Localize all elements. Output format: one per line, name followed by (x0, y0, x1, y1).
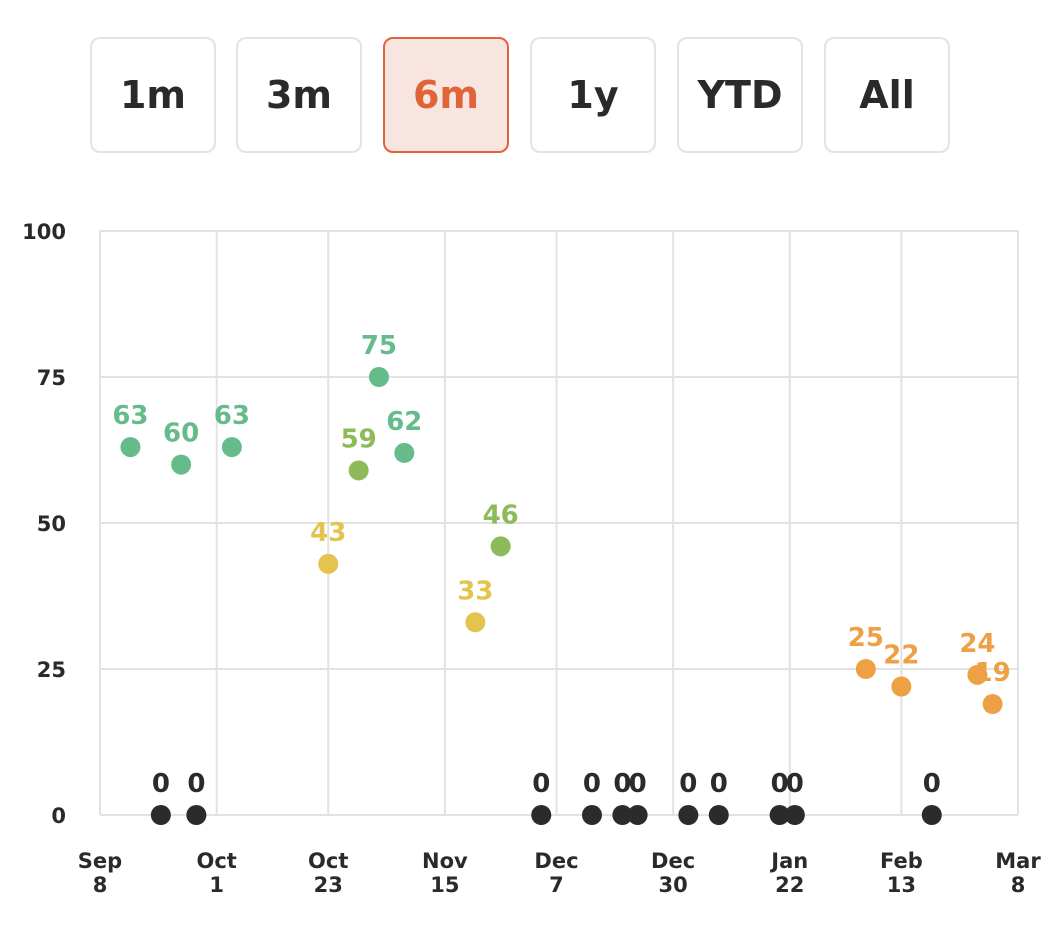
data-label: 0 (923, 769, 941, 799)
data-label: 0 (710, 769, 728, 799)
range-3m-button[interactable]: 3m (236, 37, 362, 153)
range-1m-button[interactable]: 1m (90, 37, 216, 153)
data-point[interactable] (784, 805, 805, 825)
y-tick-label: 0 (51, 804, 66, 828)
range-ytd-button[interactable]: YTD (677, 37, 803, 153)
data-label: 63 (214, 401, 250, 431)
x-tick-label: Mar 8 (995, 849, 1041, 897)
data-label: 0 (771, 769, 789, 799)
data-point[interactable] (612, 805, 633, 825)
data-label: 0 (629, 769, 647, 799)
data-label: 25 (848, 623, 884, 653)
data-point[interactable] (490, 536, 511, 557)
data-label: 75 (361, 331, 397, 361)
data-point[interactable] (368, 367, 389, 387)
data-point[interactable] (891, 676, 912, 697)
data-label: 0 (152, 769, 170, 799)
data-point[interactable] (627, 805, 648, 825)
data-point[interactable] (171, 454, 192, 475)
x-axis: Sep 8 Oct 1 Oct 23 Nov 15 Dec 7 Dec 30 Jan 22 Feb 13 Mar… (78, 849, 1042, 897)
x-tick-label: Jan 22 (769, 849, 808, 897)
x-tick-label: Oct 1 (196, 849, 236, 897)
data-point[interactable] (394, 442, 415, 463)
data-label: 0 (532, 769, 550, 799)
data-point[interactable] (982, 694, 1003, 715)
data-label: 63 (112, 401, 148, 431)
y-tick-label: 75 (37, 366, 66, 390)
range-1y-button[interactable]: 1y (530, 37, 656, 153)
data-point[interactable] (186, 805, 207, 825)
data-point[interactable] (581, 805, 602, 825)
data-label: 24 (959, 629, 995, 659)
data-point[interactable] (769, 805, 790, 825)
data-point[interactable] (967, 664, 988, 685)
data-label: 22 (883, 641, 919, 671)
data-point[interactable] (708, 805, 729, 825)
data-point[interactable] (465, 612, 486, 633)
data-point[interactable] (348, 460, 369, 481)
data-point[interactable] (318, 553, 339, 574)
y-axis: 0 25 50 75 100 (22, 220, 66, 828)
data-label: 59 (341, 424, 377, 454)
data-label: 60 (163, 419, 199, 449)
data-label: 33 (457, 576, 493, 606)
data-label: 43 (310, 518, 346, 548)
x-tick-label: Dec 7 (534, 849, 578, 897)
data-point[interactable] (678, 805, 699, 825)
x-tick-label: Sep 8 (78, 849, 122, 897)
data-point[interactable] (531, 805, 552, 825)
chart-grid (99, 230, 1019, 816)
data-label: 46 (483, 500, 519, 530)
data-point[interactable] (221, 437, 242, 458)
range-selector: 1m 3m 6m 1y YTD All (0, 0, 1063, 170)
data-point[interactable] (150, 805, 171, 825)
scatter-chart: 0 25 50 75 100 Sep 8 Oct 1 Oct 23 Nov 15 Dec 7 Dec 30 Ja… (22, 220, 1042, 897)
data-label: 62 (386, 407, 422, 437)
data-label: 0 (613, 769, 631, 799)
x-tick-label: Oct 23 (308, 849, 348, 897)
data-point[interactable] (120, 437, 141, 458)
y-tick-label: 100 (22, 220, 66, 244)
data-label: 0 (679, 769, 697, 799)
y-tick-label: 25 (37, 658, 66, 682)
range-all-button[interactable]: All (824, 37, 950, 153)
y-tick-label: 50 (37, 512, 66, 536)
data-points (120, 367, 1003, 825)
x-tick-label: Feb 13 (880, 849, 923, 897)
data-label: 0 (583, 769, 601, 799)
data-label: 0 (786, 769, 804, 799)
x-tick-label: Dec 30 (651, 849, 695, 897)
x-tick-label: Nov 15 (422, 849, 468, 897)
data-label: 0 (187, 769, 205, 799)
data-label: 19 (975, 658, 1011, 688)
data-point[interactable] (855, 659, 876, 679)
range-6m-button[interactable]: 6m (383, 37, 509, 153)
data-point[interactable] (921, 805, 942, 825)
